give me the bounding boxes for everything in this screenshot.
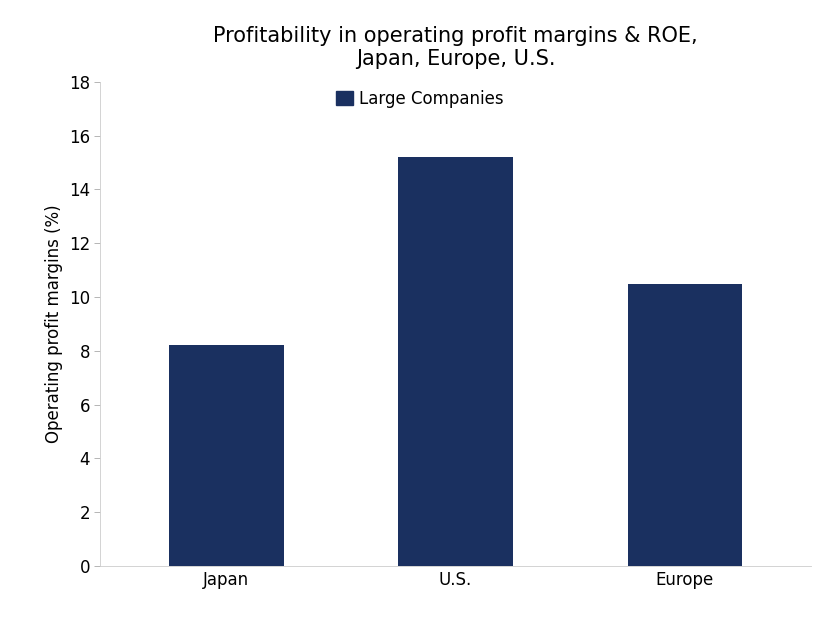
Bar (169, 345, 283, 566)
Bar (398, 157, 513, 566)
Bar (628, 284, 742, 566)
Y-axis label: Operating profit margins (%): Operating profit margins (%) (45, 204, 63, 443)
Legend: Large Companies: Large Companies (336, 90, 504, 108)
Title: Profitability in operating profit margins & ROE,
Japan, Europe, U.S.: Profitability in operating profit margin… (213, 26, 698, 69)
